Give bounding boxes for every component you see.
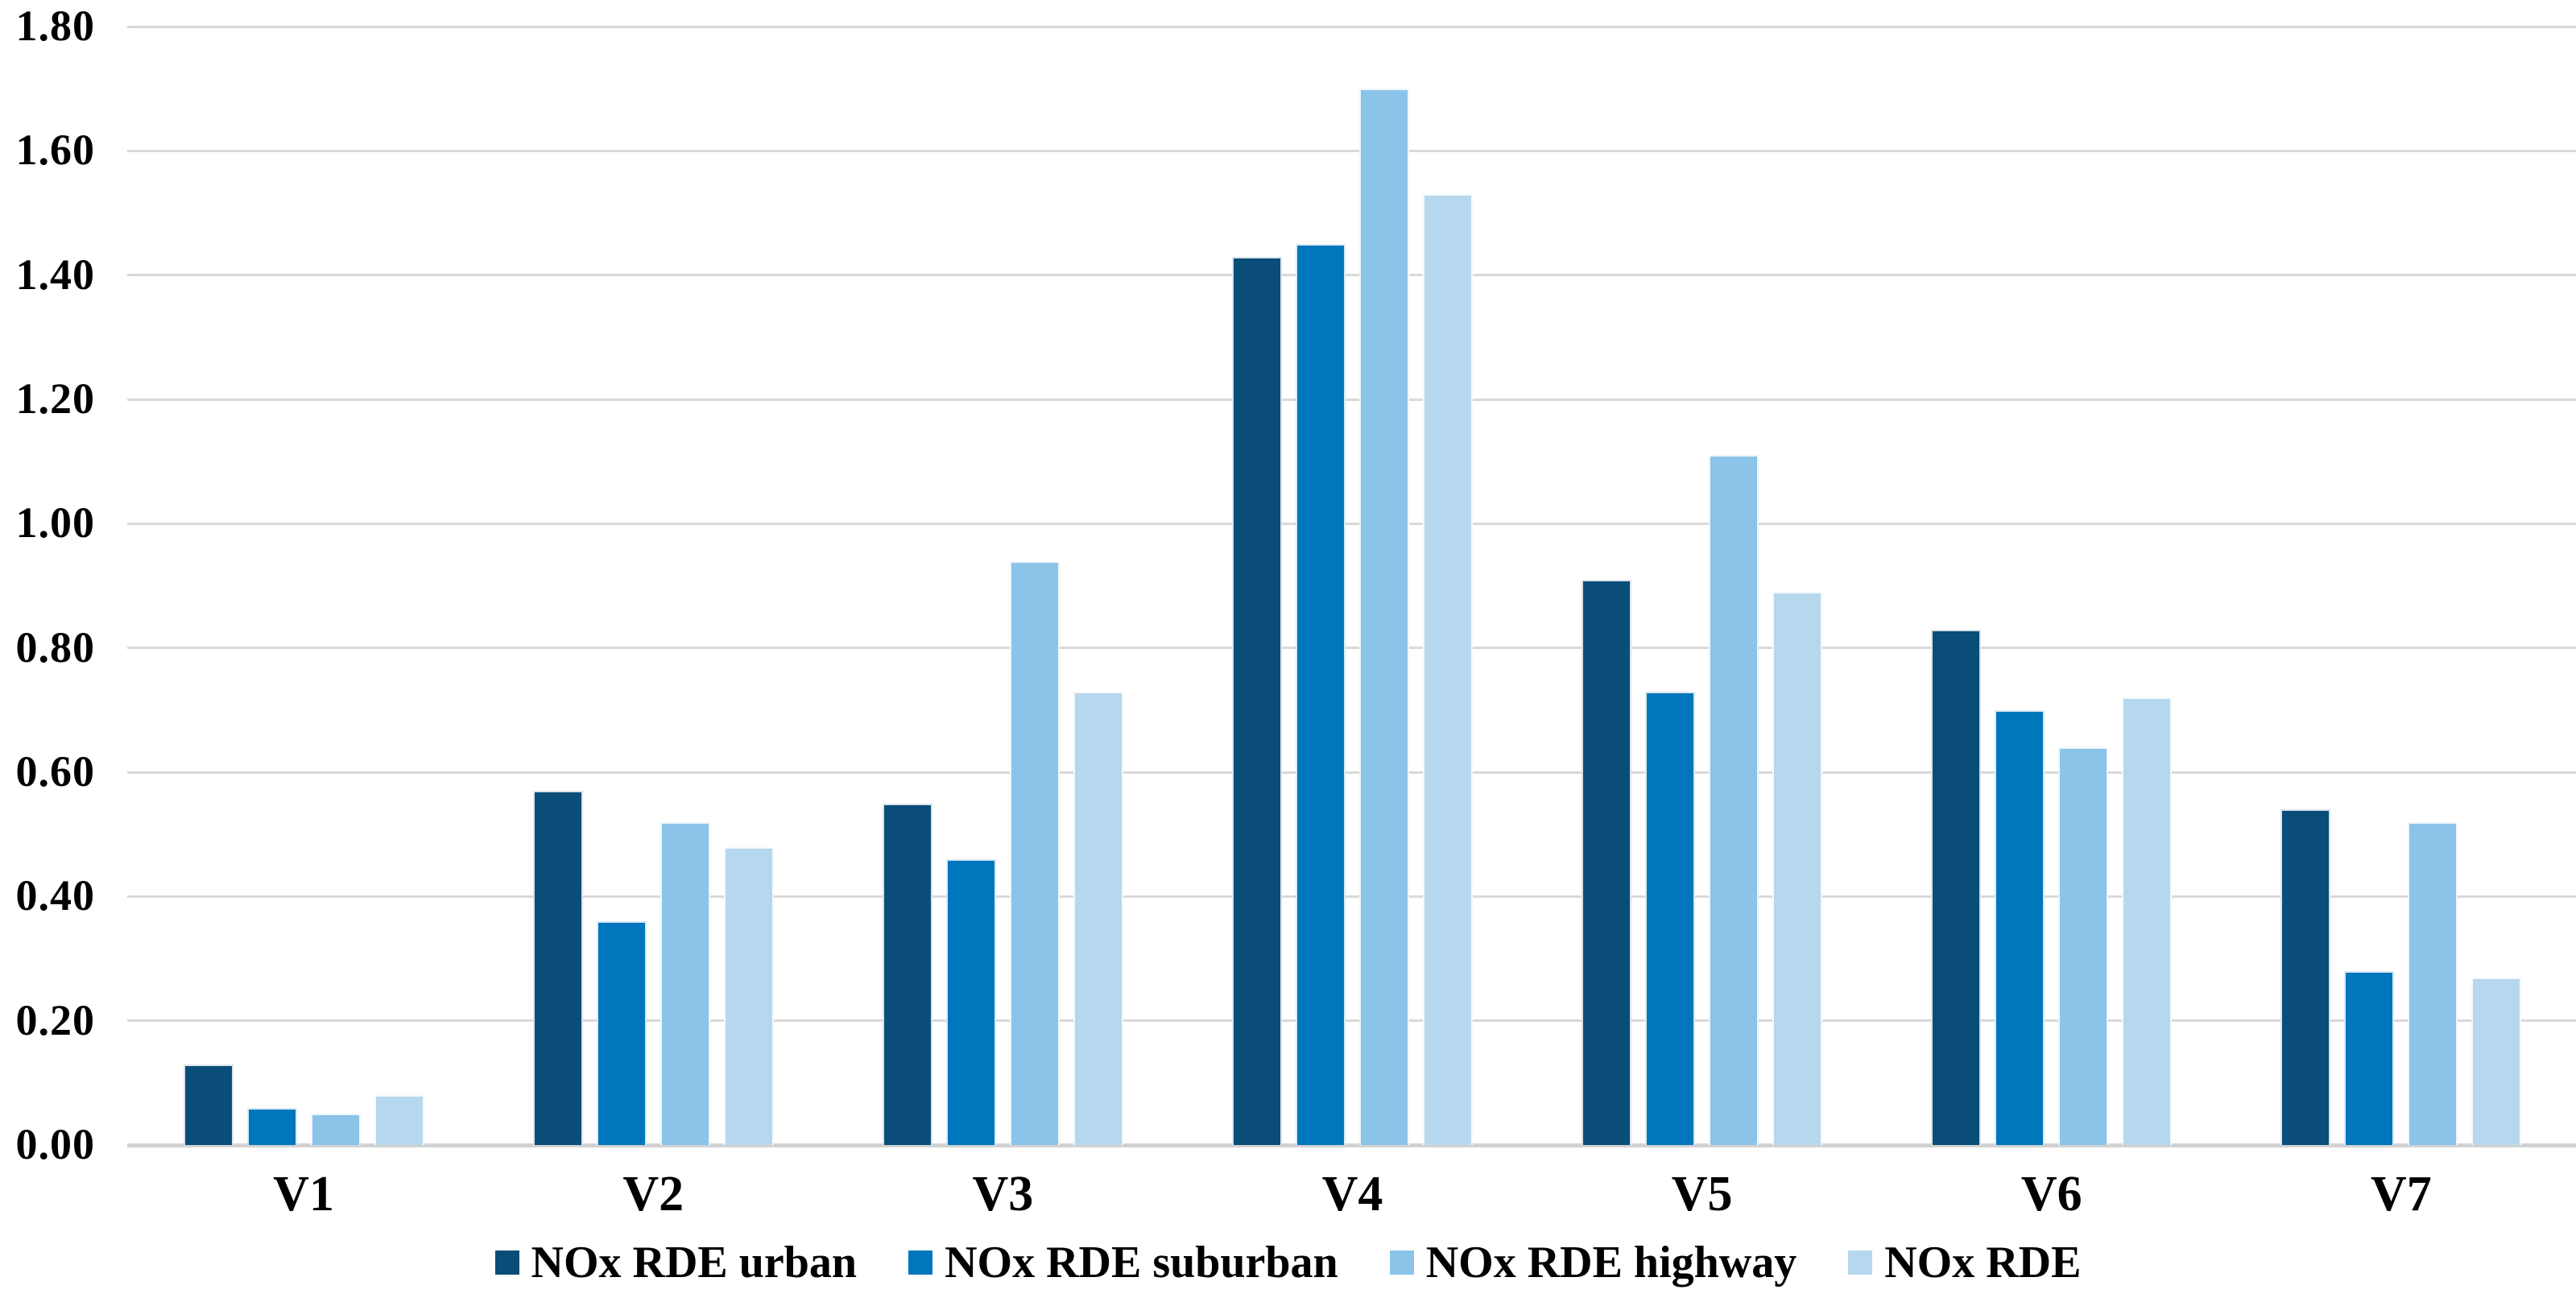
y-tick-label: 1.40 bbox=[15, 250, 95, 299]
category-group-v1 bbox=[129, 27, 478, 1145]
x-axis-label: V4 bbox=[1321, 1167, 1383, 1222]
bar-v1-series-3 bbox=[374, 1095, 424, 1145]
bar-v4-series-3 bbox=[1422, 194, 1473, 1145]
bar-v5-series-1 bbox=[1645, 691, 1696, 1145]
category-group-v4 bbox=[1177, 27, 1527, 1145]
category-group-v6 bbox=[1877, 27, 2227, 1145]
legend-label: NOx RDE highway bbox=[1425, 1238, 1797, 1288]
y-tick-label: 1.80 bbox=[15, 1, 95, 50]
bar-v2-series-3 bbox=[723, 846, 774, 1145]
x-axis-line bbox=[127, 1143, 2576, 1147]
legend: NOx RDE urban NOx RDE suburban NOx RDE hig… bbox=[0, 1234, 2576, 1291]
bar-v3-series-3 bbox=[1073, 691, 1123, 1145]
y-tick-label: 0.60 bbox=[15, 746, 95, 796]
x-axis-label: V6 bbox=[2020, 1167, 2082, 1222]
bar-v6-series-3 bbox=[2122, 697, 2173, 1145]
bar-v2-series-0 bbox=[532, 791, 583, 1145]
gridline bbox=[127, 274, 2576, 277]
y-tick-label: 0.20 bbox=[15, 995, 95, 1044]
bar-v1-series-2 bbox=[310, 1114, 361, 1145]
x-axis-label: V5 bbox=[1671, 1167, 1733, 1222]
legend-swatch-icon bbox=[494, 1250, 519, 1275]
legend-swatch-icon bbox=[1848, 1250, 1873, 1275]
bar-v1-series-1 bbox=[246, 1107, 297, 1145]
legend-label: NOx RDE suburban bbox=[945, 1238, 1338, 1288]
gridline bbox=[127, 647, 2576, 650]
category-group-v2 bbox=[478, 27, 828, 1145]
bar-v3-series-2 bbox=[1009, 560, 1060, 1145]
gridline bbox=[127, 895, 2576, 898]
bar-v5-series-2 bbox=[1709, 455, 1759, 1145]
legend-label: NOx RDE bbox=[1884, 1238, 2082, 1288]
y-tick-label: 0.00 bbox=[15, 1119, 95, 1168]
bar-v5-series-0 bbox=[1582, 579, 1632, 1145]
x-axis-label: V3 bbox=[972, 1167, 1034, 1222]
bar-v3-series-0 bbox=[882, 803, 932, 1145]
legend-item: NOx RDE bbox=[1848, 1240, 2081, 1285]
legend-item: NOx RDE suburban bbox=[908, 1240, 1338, 1285]
bar-v6-series-2 bbox=[2058, 747, 2109, 1145]
gridline bbox=[127, 522, 2576, 525]
gridline bbox=[127, 398, 2576, 401]
category-group-v3 bbox=[828, 27, 1177, 1145]
category-group-v7 bbox=[2227, 27, 2576, 1145]
bar-v7-series-1 bbox=[2344, 970, 2395, 1145]
bar-v2-series-2 bbox=[660, 821, 710, 1145]
legend-swatch-icon bbox=[1389, 1250, 1414, 1275]
bar-v2-series-1 bbox=[596, 921, 647, 1145]
bar-v4-series-0 bbox=[1231, 256, 1282, 1145]
gridline bbox=[127, 149, 2576, 152]
y-tick-label: 0.40 bbox=[15, 871, 95, 920]
y-tick-label: 1.60 bbox=[15, 126, 95, 175]
x-axis-label: V2 bbox=[622, 1167, 684, 1222]
bar-v6-series-0 bbox=[1931, 629, 1982, 1145]
bar-v6-series-1 bbox=[1995, 709, 2045, 1145]
bar-v4-series-2 bbox=[1358, 89, 1409, 1145]
bar-v3-series-1 bbox=[945, 859, 996, 1145]
category-group-v5 bbox=[1528, 27, 1877, 1145]
legend-item: NOx RDE urban bbox=[494, 1238, 858, 1288]
y-tick-label: 1.20 bbox=[15, 374, 95, 423]
bar-v5-series-3 bbox=[1772, 592, 1823, 1145]
x-axis-label: V7 bbox=[2371, 1167, 2432, 1222]
y-tick-label: 1.00 bbox=[15, 498, 95, 548]
bar-v7-series-2 bbox=[2408, 821, 2458, 1145]
gridline bbox=[127, 25, 2576, 28]
legend-swatch-icon bbox=[908, 1250, 933, 1275]
bar-v1-series-0 bbox=[183, 1064, 234, 1145]
x-axis-label: V1 bbox=[273, 1167, 334, 1222]
y-tick-label: 0.80 bbox=[15, 622, 95, 672]
gridline bbox=[127, 1019, 2576, 1023]
bar-v4-series-1 bbox=[1295, 244, 1346, 1145]
bar-v7-series-3 bbox=[2471, 977, 2522, 1145]
bar-v7-series-0 bbox=[2280, 809, 2331, 1145]
gridline bbox=[127, 771, 2576, 774]
legend-item: NOx RDE highway bbox=[1389, 1238, 1797, 1288]
legend-label: NOx RDE urban bbox=[531, 1238, 858, 1288]
